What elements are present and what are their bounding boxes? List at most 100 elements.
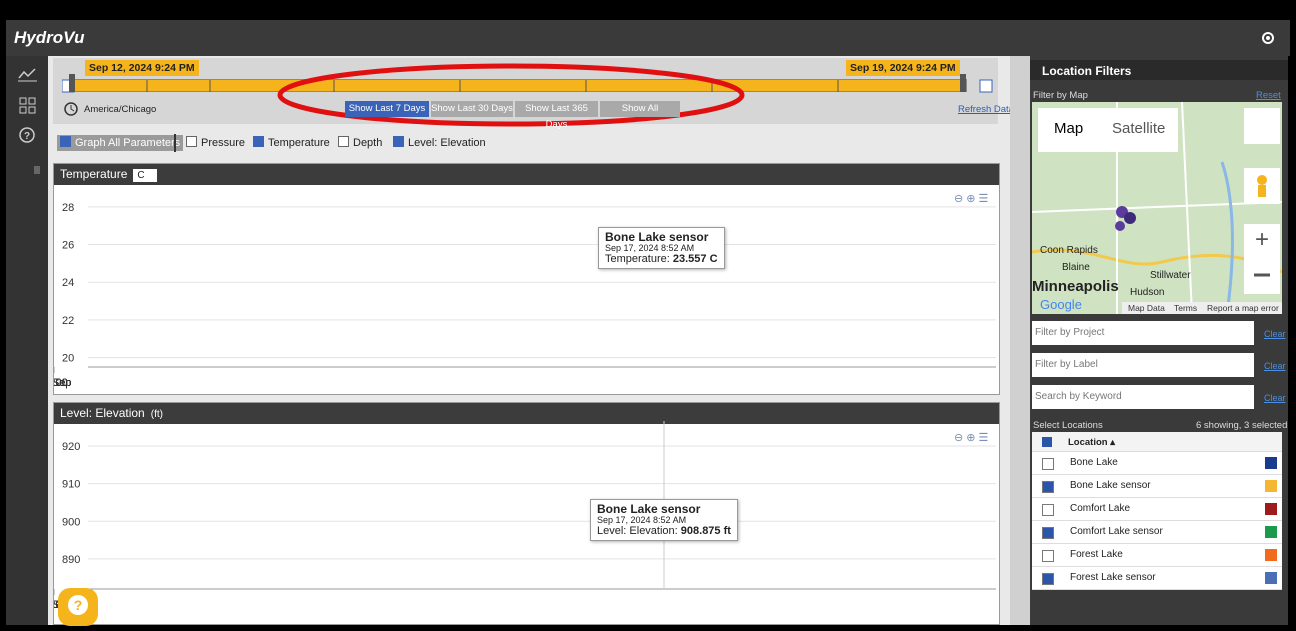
tooltip-label: Temperature: [605, 253, 670, 265]
checkbox[interactable] [1042, 527, 1054, 539]
map-footer[interactable]: Report a map error [1207, 303, 1279, 313]
help-button[interactable]: ? [56, 588, 100, 628]
column-header[interactable]: Location ▴ [1068, 437, 1115, 448]
x-tick-label: 20 Sep [54, 377, 71, 389]
location-row[interactable]: Comfort Lake [1032, 498, 1282, 521]
y-tick-label: 890 [62, 554, 80, 566]
checkbox [60, 136, 71, 147]
checkbox [186, 136, 197, 147]
tooltip-row: Temperature: 23.557 C [605, 253, 718, 265]
clear-link[interactable]: Clear [1264, 393, 1286, 403]
svg-text:+: + [1255, 226, 1269, 253]
tooltip-title: Bone Lake sensor [597, 503, 731, 515]
logo[interactable]: HydroVu [14, 28, 85, 48]
refresh-link[interactable]: Refresh Data [958, 104, 1014, 115]
y-tick-label: 28 [62, 202, 74, 214]
filter-input[interactable]: Search by Keyword [1032, 385, 1254, 409]
scrollbar[interactable] [1010, 56, 1030, 625]
settings-icon[interactable] [1260, 30, 1276, 46]
checkbox[interactable] [1042, 550, 1054, 562]
map-footer[interactable]: Map Data [1128, 303, 1165, 313]
location-name: Comfort Lake [1070, 503, 1130, 514]
map-footer[interactable]: Terms [1174, 303, 1197, 313]
tooltip-row: Level: Elevation: 908.875 ft [597, 525, 731, 537]
checkbox [253, 136, 264, 147]
label: Filter by Map [1033, 90, 1088, 101]
parameter-toggle[interactable]: Level: Elevation [390, 135, 489, 151]
clear-link[interactable]: Clear [1264, 361, 1286, 371]
map-label: Stillwater [1150, 270, 1191, 281]
location-row[interactable]: Bone Lake [1032, 452, 1282, 475]
color-swatch [1265, 572, 1277, 584]
label: Select Locations [1033, 420, 1103, 431]
svg-text:?: ? [24, 131, 30, 142]
y-tick-label: 910 [62, 479, 80, 491]
location-name: Comfort Lake sensor [1070, 526, 1163, 537]
parameter-label: Graph All Parameters [75, 137, 180, 149]
range-button[interactable]: Show Last 7 Days [345, 101, 429, 117]
filter-input[interactable]: Filter by Label [1032, 353, 1254, 377]
parameter-toggle[interactable]: Pressure [183, 135, 248, 151]
range-button[interactable]: Show Last 365 Days [515, 101, 598, 117]
parameter-label: Level: Elevation [408, 137, 486, 149]
tooltip-title: Bone Lake sensor [605, 231, 718, 243]
map-label: Blaine [1062, 262, 1090, 273]
y-tick-label: 900 [62, 516, 80, 528]
parameter-toggle[interactable]: Graph All Parameters [57, 135, 183, 151]
map-label: Coon Rapids [1040, 245, 1098, 256]
svg-text:?: ? [74, 597, 83, 613]
range-button[interactable]: Show Last 30 Days [431, 101, 513, 117]
tooltip-date: Sep 17, 2024 8:52 AM [597, 515, 731, 525]
parameter-label: Temperature [268, 137, 330, 149]
y-tick-label: 24 [62, 277, 74, 289]
location-name: Bone Lake sensor [1070, 480, 1151, 491]
parameter-label: Depth [353, 137, 382, 149]
select-all[interactable] [1042, 437, 1052, 447]
location-name: Forest Lake sensor [1070, 572, 1156, 583]
y-tick-label: 22 [62, 315, 74, 327]
map-tab[interactable]: Satellite [1112, 120, 1165, 137]
checkbox[interactable] [1042, 504, 1054, 516]
color-swatch [1265, 480, 1277, 492]
zoom-glyph: ⊖ ⊕ ☰ [954, 432, 988, 444]
location-name: Bone Lake [1070, 457, 1118, 468]
parameter-toggle[interactable]: Temperature [250, 135, 333, 151]
checkbox [393, 136, 404, 147]
map-label: Hudson [1130, 287, 1164, 298]
highlight-ellipse [276, 62, 746, 128]
header [6, 20, 1290, 56]
y-tick-label: 26 [62, 240, 74, 252]
color-swatch [1265, 549, 1277, 561]
parameter-toggle[interactable]: Depth [335, 135, 385, 151]
color-swatch [1265, 503, 1277, 515]
timezone[interactable]: America/Chicago [84, 104, 156, 115]
filter-input[interactable]: Filter by Project [1032, 321, 1254, 345]
map-label: Minneapolis [1032, 278, 1119, 295]
page: HydroVu ? Sep 12, 2024 9:24 PM Sep 19, 2… [0, 0, 1296, 631]
location-name: Forest Lake [1070, 549, 1123, 560]
chart-panel: Level: Elevation(ft)⊖ ⊕ ☰89090091092013 … [53, 402, 1000, 625]
timezone-icon [63, 101, 79, 117]
clear-link[interactable]: Clear [1264, 329, 1286, 339]
tooltip-value: 23.557 C [673, 253, 718, 265]
color-swatch [1265, 526, 1277, 538]
location-row[interactable]: Forest Lake [1032, 544, 1282, 567]
separator [174, 134, 176, 152]
checkbox[interactable] [1042, 458, 1054, 470]
count: 6 showing, 3 selected [1196, 420, 1287, 431]
checkbox[interactable] [1042, 481, 1054, 493]
range-button[interactable]: Show All [600, 101, 680, 117]
y-tick-label: 20 [62, 353, 74, 365]
checkbox[interactable] [1042, 573, 1054, 585]
location-row[interactable]: Bone Lake sensor [1032, 475, 1282, 498]
sidebar-icons[interactable]: ? [16, 64, 40, 174]
location-row[interactable]: Comfort Lake sensor [1032, 521, 1282, 544]
location-row[interactable]: Forest Lake sensor [1032, 567, 1282, 590]
map-tab[interactable]: Map [1054, 120, 1083, 137]
zoom-glyph: ⊖ ⊕ ☰ [954, 193, 988, 205]
parameter-label: Pressure [201, 137, 245, 149]
